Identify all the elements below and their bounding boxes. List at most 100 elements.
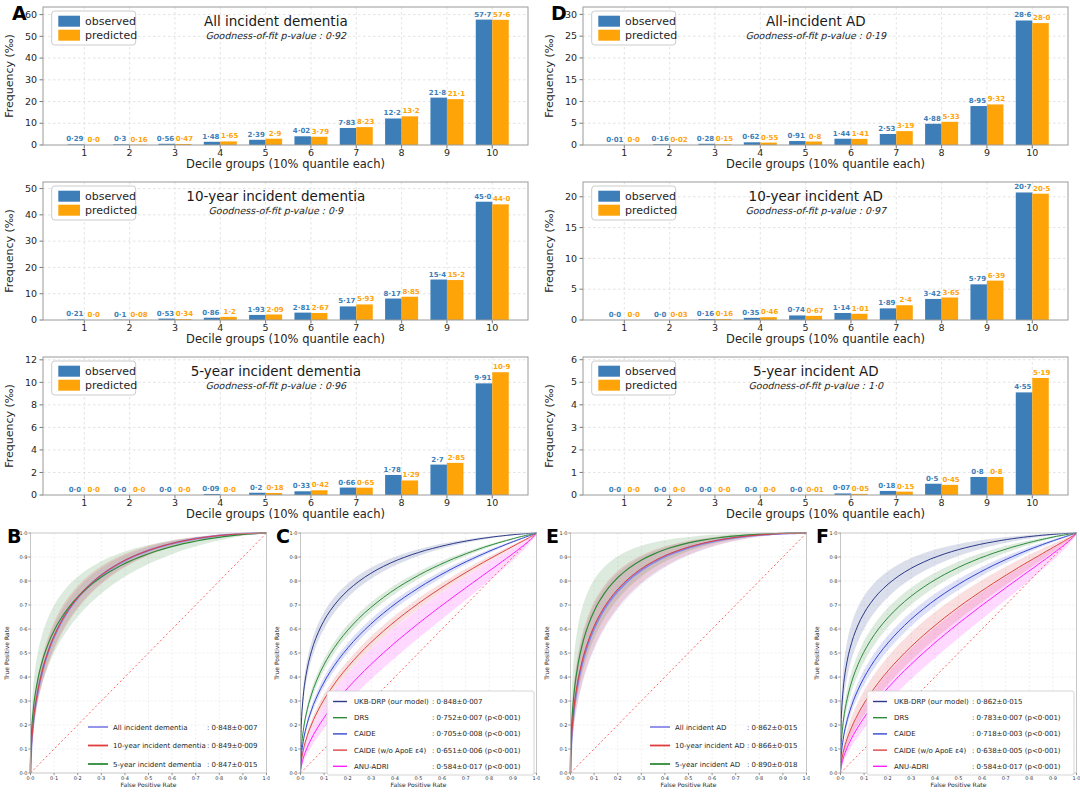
bar-value-predicted: 44·0 [493,195,510,203]
legend: ANU-ADRI: 0·584±0·017 (p<0·001)CAIDE (w/… [867,691,1074,775]
legend-series-auc: : 0·862±0·015 [747,724,798,732]
bar-predicted [356,127,373,145]
x-axis-label: False Positive Rate [931,781,987,788]
y-tick-label: 40 [25,209,37,220]
bar-value-observed: 0·0 [654,311,667,319]
chart-title: All-incident AD [766,13,866,29]
legend: observedpredicted [52,361,137,395]
y-tick-label: 0·6 [560,626,568,632]
legend-label-predicted: predicted [625,29,677,42]
y-tick-label: 15 [565,74,577,85]
bar-predicted [896,305,913,320]
x-tick-label: 0·8 [485,775,493,781]
y-tick-label: 0·5 [290,650,298,656]
y-tick-label: 2 [31,467,37,478]
bar-predicted [447,99,464,145]
chart-title: 10-year incident AD [749,188,883,204]
legend-label-predicted: predicted [85,379,137,392]
y-tick-label: 40 [25,52,37,63]
bar-predicted [356,488,373,495]
x-axis-label: False Positive Rate [661,781,717,788]
bar-value-predicted: 0·15 [716,135,733,143]
bar-value-observed: 0·33 [293,482,310,490]
bar-observed [294,491,311,495]
bar-predicted [402,116,419,145]
bar-predicted [220,141,237,145]
bar-value-predicted: 0·0 [628,311,641,319]
chart-title: 5-year incident dementia [191,363,361,379]
bar-observed [834,139,851,145]
bar-value-observed: 5·17 [338,297,355,305]
x-tick-label: 0·8 [755,775,763,781]
legend-series-auc: : 0·866±0·015 [747,742,798,750]
bar-value-predicted: 3·79 [312,128,329,136]
bar-predicted [942,122,959,145]
y-tick-label: 1·0 [560,530,568,536]
bar-chart-svg: 0·290·00·30·160·560·471·481·652·392·94·0… [0,0,540,175]
bar-value-predicted: 0·8 [990,468,1003,476]
legend-series-auc: : 0·651±0·006 (p<0·001) [432,747,521,755]
x-tick-label: 9 [444,147,450,158]
bar-predicted [896,492,913,495]
y-tick-label: 0·7 [830,602,838,608]
y-tick-label: 10 [565,253,577,264]
legend-series-name: UKB-DRP (our model) [894,698,969,706]
bar-observed [385,118,402,145]
y-tick-label: 0·2 [560,722,568,728]
bar-value-predicted: 10·9 [493,363,510,371]
bar-predicted [1032,194,1049,320]
y-axis-label: True Positive Rate [3,626,10,681]
bar-predicted [402,297,419,320]
bar-chart-10-year-incident-dementia: 0·210·00·10·080·530·340·861·21·932·092·8… [0,175,540,354]
bar-value-predicted: 0·0 [224,486,237,494]
y-tick-label: 0·3 [830,698,838,704]
x-axis-label: Decile groups (10% quantile each) [186,157,385,171]
legend-swatch-observed [598,366,620,377]
x-tick-label: 1 [81,322,87,333]
bar-value-predicted: 0·65 [357,479,374,487]
bar-value-predicted: 0·0 [133,486,146,494]
panel-letter-a: A [12,2,27,24]
bar-value-observed: 0·0 [609,486,622,494]
bar-value-observed: 4·88 [924,115,941,123]
bar-observed [476,20,493,145]
y-tick-label: 30 [25,74,37,85]
roc-chart-ad-comparison: 0·00·00·10·10·20·20·30·30·40·40·50·50·60… [810,525,1080,792]
bar-value-predicted: 0·45 [942,476,959,484]
legend-swatch-observed [58,191,80,202]
bar-value-observed: 7·83 [338,119,355,127]
x-tick-label: 10 [486,147,498,158]
bar-observed [385,299,402,320]
x-tick-label: 0·2 [74,775,82,781]
bar-predicted [942,298,959,320]
bar-value-observed: 12·2 [384,109,401,117]
y-axis-label: Frequency (‰) [543,209,556,293]
bar-value-observed: 0·09 [202,485,219,493]
bar-predicted [402,480,419,495]
bar-value-predicted: 0·46 [761,308,778,316]
bar-value-predicted: 0·55 [761,134,778,142]
y-tick-label: 0·5 [830,650,838,656]
y-tick-label: 0·7 [20,602,28,608]
bar-value-predicted: 9·32 [988,95,1005,103]
y-tick-label: 0 [571,139,577,150]
bar-predicted [492,204,509,320]
bar-observed [476,383,493,495]
legend-series-auc: : 0·847±0·015 [207,761,258,769]
bar-value-predicted: 0·0 [178,486,191,494]
bar-observed [430,280,447,320]
bar-predicted [1032,23,1049,145]
x-tick-label: 0·9 [239,775,247,781]
y-tick-label: 0·4 [560,674,568,680]
bar-value-observed: 0·0 [69,486,82,494]
x-tick-label: 1 [81,497,87,508]
y-tick-label: 30 [25,235,37,246]
x-tick-label: 3 [172,497,178,508]
y-tick-label: 0·8 [290,578,298,584]
x-tick-label: 9 [444,322,450,333]
bar-value-observed: 3·42 [924,290,941,298]
y-tick-label: 0·3 [290,698,298,704]
y-axis-label: True Positive Rate [543,626,550,681]
x-tick-label: 0·9 [509,775,517,781]
bar-observed [880,491,897,495]
